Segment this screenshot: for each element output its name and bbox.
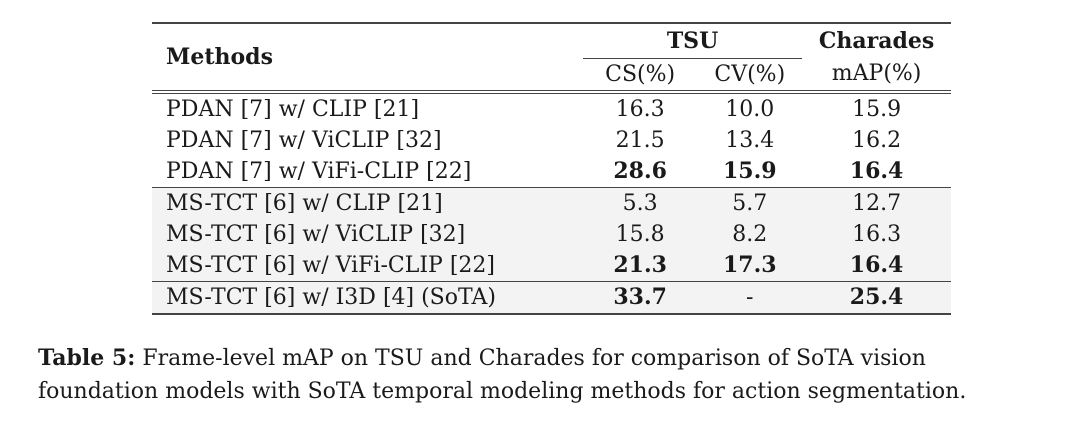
table-body: PDAN [7] w/ CLIP [21] 16.3 10.0 15.9 PDAN [7… bbox=[152, 92, 951, 314]
table-row: MS-TCT [6] w/ CLIP [21] 5.3 5.7 12.7 bbox=[152, 187, 951, 219]
method-cell: MS-TCT [6] w/ ViCLIP [32] bbox=[152, 219, 583, 250]
map-cell: 16.4 bbox=[802, 250, 951, 282]
cs-header: CS(%) bbox=[605, 61, 676, 87]
cv-cell: 5.7 bbox=[697, 187, 803, 219]
tsu-header: TSU bbox=[582, 23, 803, 59]
results-table: Methods TSU Charades CS(%) CV(%) mAP(%) … bbox=[152, 22, 951, 315]
table-row: MS-TCT [6] w/ ViCLIP [32] 15.8 8.2 16.3 bbox=[152, 219, 951, 250]
caption-label: Table 5: bbox=[38, 345, 136, 371]
map-cell: 16.3 bbox=[802, 219, 951, 250]
map-cell: 25.4 bbox=[802, 281, 951, 314]
method-cell: PDAN [7] w/ ViFi-CLIP [22] bbox=[166, 159, 472, 184]
cs-cell: 15.8 bbox=[582, 219, 698, 250]
table-row: PDAN [7] w/ ViCLIP [32] 21.5 13.4 16.2 bbox=[152, 125, 951, 156]
cs-cell: 5.3 bbox=[582, 187, 698, 219]
cs-cell: 21.5 bbox=[615, 128, 665, 153]
table-row: PDAN [7] w/ CLIP [21] 16.3 10.0 15.9 bbox=[152, 92, 951, 125]
map-cell: 16.2 bbox=[852, 128, 902, 153]
cs-cell: 28.6 bbox=[613, 158, 667, 184]
table-row: PDAN [7] w/ ViFi-CLIP [22] 28.6 15.9 16.4 bbox=[152, 156, 951, 188]
methods-header: Methods bbox=[166, 44, 273, 70]
header-row-top: Methods TSU Charades bbox=[152, 23, 951, 70]
cs-cell: 16.3 bbox=[615, 97, 665, 122]
method-cell: MS-TCT [6] w/ CLIP [21] bbox=[152, 187, 583, 219]
map-header: mAP(%) bbox=[831, 61, 922, 87]
table-row: MS-TCT [6] w/ ViFi-CLIP [22] 21.3 17.3 16.4 bbox=[152, 250, 951, 282]
cv-cell: - bbox=[697, 281, 803, 314]
cv-cell: 10.0 bbox=[725, 97, 775, 122]
method-cell: MS-TCT [6] w/ ViFi-CLIP [22] bbox=[152, 250, 583, 282]
map-cell: 12.7 bbox=[802, 187, 951, 219]
method-cell: PDAN [7] w/ ViCLIP [32] bbox=[166, 128, 442, 153]
map-cell: 15.9 bbox=[852, 97, 902, 122]
map-cell: 16.4 bbox=[849, 158, 904, 184]
caption-text: Frame-level mAP on TSU and Charades for … bbox=[38, 346, 967, 404]
method-cell: MS-TCT [6] w/ I3D [4] (SoTA) bbox=[152, 281, 583, 314]
results-table-container: Methods TSU Charades CS(%) CV(%) mAP(%) … bbox=[152, 22, 951, 315]
charades-header: Charades bbox=[818, 28, 935, 55]
table-row: MS-TCT [6] w/ I3D [4] (SoTA) 33.7-25.4 bbox=[152, 281, 951, 314]
cs-cell: 21.3 bbox=[582, 250, 698, 282]
cv-cell: 17.3 bbox=[697, 250, 803, 282]
table-caption: Table 5: Frame-level mAP on TSU and Char… bbox=[38, 342, 1048, 408]
cv-cell: 13.4 bbox=[725, 128, 775, 153]
cv-cell: 8.2 bbox=[697, 219, 803, 250]
cs-cell: 33.7 bbox=[582, 281, 698, 314]
header-row-sub: CS(%) CV(%) mAP(%) bbox=[152, 59, 951, 93]
cv-cell: 15.9 bbox=[722, 158, 777, 184]
method-cell: PDAN [7] w/ CLIP [21] bbox=[166, 97, 420, 122]
cv-header: CV(%) bbox=[714, 61, 786, 87]
